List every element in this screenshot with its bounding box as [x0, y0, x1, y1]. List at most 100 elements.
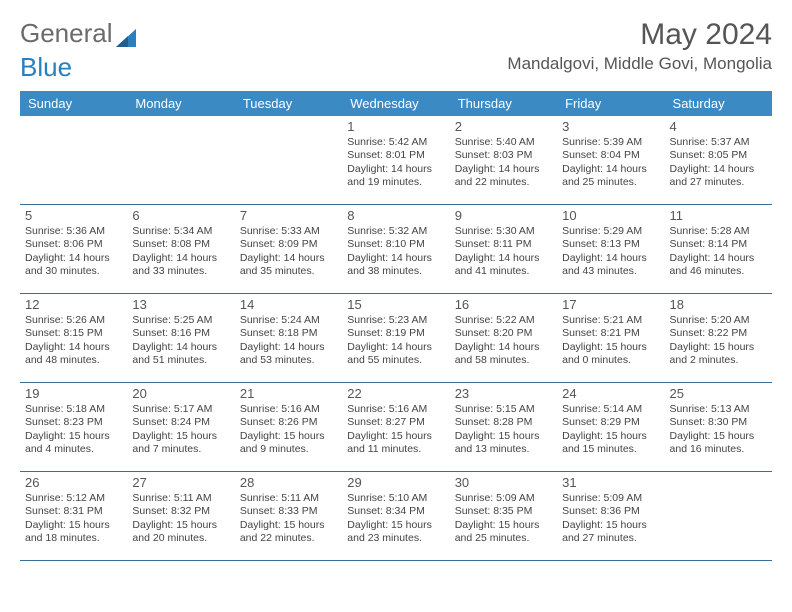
- sunset-text: Sunset: 8:36 PM: [562, 505, 659, 518]
- sunrise-text: Sunrise: 5:29 AM: [562, 225, 659, 238]
- day-details: Sunrise: 5:14 AMSunset: 8:29 PMDaylight:…: [562, 403, 659, 457]
- day-details: Sunrise: 5:20 AMSunset: 8:22 PMDaylight:…: [670, 314, 767, 368]
- sunrise-text: Sunrise: 5:12 AM: [25, 492, 122, 505]
- sunset-text: Sunset: 8:09 PM: [240, 238, 337, 251]
- day-details: Sunrise: 5:16 AMSunset: 8:26 PMDaylight:…: [240, 403, 337, 457]
- day-details: Sunrise: 5:39 AMSunset: 8:04 PMDaylight:…: [562, 136, 659, 190]
- month-title: May 2024: [507, 18, 772, 52]
- day-number: 20: [132, 386, 229, 401]
- daylight-text: Daylight: 14 hours and 43 minutes.: [562, 252, 659, 279]
- day-cell: 19 Sunrise: 5:18 AMSunset: 8:23 PMDayligh…: [20, 383, 127, 471]
- day-number: 3: [562, 119, 659, 134]
- sunset-text: Sunset: 8:14 PM: [670, 238, 767, 251]
- day-cell: 14Sunrise: 5:24 AMSunset: 8:18 PMDayligh…: [235, 294, 342, 382]
- day-details: Sunrise: 5:25 AMSunset: 8:16 PMDaylight:…: [132, 314, 229, 368]
- day-details: Sunrise: 5:21 AMSunset: 8:21 PMDaylight:…: [562, 314, 659, 368]
- day-number: 1: [347, 119, 444, 134]
- sunset-text: Sunset: 8:19 PM: [347, 327, 444, 340]
- day-details: Sunrise: 5:18 AMSunset: 8:23 PMDaylight:…: [25, 403, 122, 457]
- day-details: Sunrise: 5:13 AMSunset: 8:30 PMDaylight:…: [670, 403, 767, 457]
- day-cell: 16Sunrise: 5:22 AMSunset: 8:20 PMDayligh…: [450, 294, 557, 382]
- daylight-text: Daylight: 15 hours and 16 minutes.: [670, 430, 767, 457]
- sunset-text: Sunset: 8:10 PM: [347, 238, 444, 251]
- day-cell: 7Sunrise: 5:33 AMSunset: 8:09 PMDaylight…: [235, 205, 342, 293]
- day-details: Sunrise: 5:34 AMSunset: 8:08 PMDaylight:…: [132, 225, 229, 279]
- day-details: Sunrise: 5:36 AMSunset: 8:06 PMDaylight:…: [25, 225, 122, 279]
- day-cell: 22Sunrise: 5:16 AMSunset: 8:27 PMDayligh…: [342, 383, 449, 471]
- sunrise-text: Sunrise: 5:17 AM: [132, 403, 229, 416]
- day-number: 26: [25, 475, 122, 490]
- daylight-text: Daylight: 15 hours and 18 minutes.: [25, 519, 122, 546]
- daylight-text: Daylight: 15 hours and 23 minutes.: [347, 519, 444, 546]
- sunrise-text: Sunrise: 5:33 AM: [240, 225, 337, 238]
- day-details: Sunrise: 5:22 AMSunset: 8:20 PMDaylight:…: [455, 314, 552, 368]
- sunrise-text: Sunrise: 5:20 AM: [670, 314, 767, 327]
- daylight-text: Daylight: 14 hours and 27 minutes.: [670, 163, 767, 190]
- day-of-week-header: Sunday Monday Tuesday Wednesday Thursday…: [20, 91, 772, 116]
- daylight-text: Daylight: 14 hours and 22 minutes.: [455, 163, 552, 190]
- day-details: Sunrise: 5:24 AMSunset: 8:18 PMDaylight:…: [240, 314, 337, 368]
- sunset-text: Sunset: 8:16 PM: [132, 327, 229, 340]
- sunrise-text: Sunrise: 5:42 AM: [347, 136, 444, 149]
- day-details: Sunrise: 5:10 AMSunset: 8:34 PMDaylight:…: [347, 492, 444, 546]
- sunset-text: Sunset: 8:18 PM: [240, 327, 337, 340]
- day-number: 5: [25, 208, 122, 223]
- dow-wednesday: Wednesday: [342, 91, 449, 116]
- sunrise-text: Sunrise: 5:21 AM: [562, 314, 659, 327]
- day-details: Sunrise: 5:16 AMSunset: 8:27 PMDaylight:…: [347, 403, 444, 457]
- day-details: Sunrise: 5:09 AMSunset: 8:36 PMDaylight:…: [562, 492, 659, 546]
- sunset-text: Sunset: 8:23 PM: [25, 416, 122, 429]
- day-number: 9: [455, 208, 552, 223]
- week-row: 12Sunrise: 5:26 AMSunset: 8:15 PMDayligh…: [20, 294, 772, 383]
- day-cell: 12Sunrise: 5:26 AMSunset: 8:15 PMDayligh…: [20, 294, 127, 382]
- daylight-text: Daylight: 15 hours and 20 minutes.: [132, 519, 229, 546]
- sunset-text: Sunset: 8:24 PM: [132, 416, 229, 429]
- sunrise-text: Sunrise: 5:24 AM: [240, 314, 337, 327]
- day-details: Sunrise: 5:32 AMSunset: 8:10 PMDaylight:…: [347, 225, 444, 279]
- dow-monday: Monday: [127, 91, 234, 116]
- day-details: Sunrise: 5:23 AMSunset: 8:19 PMDaylight:…: [347, 314, 444, 368]
- week-row: 5 Sunrise: 5:36 AMSunset: 8:06 PMDaylight…: [20, 205, 772, 294]
- day-cell: 30Sunrise: 5:09 AMSunset: 8:35 PMDayligh…: [450, 472, 557, 560]
- day-cell: 20 Sunrise: 5:17 AMSunset: 8:24 PMDayligh…: [127, 383, 234, 471]
- brand-logo: General: [20, 18, 136, 49]
- brand-name-2: Blue: [20, 52, 72, 83]
- day-cell: 13Sunrise: 5:25 AMSunset: 8:16 PMDayligh…: [127, 294, 234, 382]
- week-row: 1Sunrise: 5:42 AMSunset: 8:01 PMDaylight…: [20, 116, 772, 205]
- sunrise-text: Sunrise: 5:34 AM: [132, 225, 229, 238]
- day-cell: 9Sunrise: 5:30 AMSunset: 8:11 PMDaylight…: [450, 205, 557, 293]
- sunrise-text: Sunrise: 5:39 AM: [562, 136, 659, 149]
- weeks-container: 1Sunrise: 5:42 AMSunset: 8:01 PMDaylight…: [20, 116, 772, 561]
- day-details: Sunrise: 5:17 AMSunset: 8:24 PMDaylight:…: [132, 403, 229, 457]
- day-number: 15: [347, 297, 444, 312]
- sunset-text: Sunset: 8:04 PM: [562, 149, 659, 162]
- sunset-text: Sunset: 8:33 PM: [240, 505, 337, 518]
- sunset-text: Sunset: 8:03 PM: [455, 149, 552, 162]
- sunrise-text: Sunrise: 5:28 AM: [670, 225, 767, 238]
- day-number: 4: [670, 119, 767, 134]
- sunrise-text: Sunrise: 5:09 AM: [562, 492, 659, 505]
- sail-icon: [116, 23, 136, 41]
- sunset-text: Sunset: 8:22 PM: [670, 327, 767, 340]
- day-cell: 1Sunrise: 5:42 AMSunset: 8:01 PMDaylight…: [342, 116, 449, 204]
- day-details: Sunrise: 5:12 AMSunset: 8:31 PMDaylight:…: [25, 492, 122, 546]
- daylight-text: Daylight: 15 hours and 2 minutes.: [670, 341, 767, 368]
- sunrise-text: Sunrise: 5:30 AM: [455, 225, 552, 238]
- day-details: Sunrise: 5:11 AMSunset: 8:32 PMDaylight:…: [132, 492, 229, 546]
- dow-tuesday: Tuesday: [235, 91, 342, 116]
- day-cell: [235, 116, 342, 204]
- day-details: Sunrise: 5:09 AMSunset: 8:35 PMDaylight:…: [455, 492, 552, 546]
- day-details: Sunrise: 5:11 AMSunset: 8:33 PMDaylight:…: [240, 492, 337, 546]
- dow-thursday: Thursday: [450, 91, 557, 116]
- day-details: Sunrise: 5:33 AMSunset: 8:09 PMDaylight:…: [240, 225, 337, 279]
- daylight-text: Daylight: 14 hours and 30 minutes.: [25, 252, 122, 279]
- day-cell: 25Sunrise: 5:13 AMSunset: 8:30 PMDayligh…: [665, 383, 772, 471]
- sunset-text: Sunset: 8:35 PM: [455, 505, 552, 518]
- sunrise-text: Sunrise: 5:09 AM: [455, 492, 552, 505]
- daylight-text: Daylight: 15 hours and 4 minutes.: [25, 430, 122, 457]
- sunrise-text: Sunrise: 5:10 AM: [347, 492, 444, 505]
- day-number: 19: [25, 386, 122, 401]
- day-cell: 11Sunrise: 5:28 AMSunset: 8:14 PMDayligh…: [665, 205, 772, 293]
- sunset-text: Sunset: 8:11 PM: [455, 238, 552, 251]
- sunrise-text: Sunrise: 5:37 AM: [670, 136, 767, 149]
